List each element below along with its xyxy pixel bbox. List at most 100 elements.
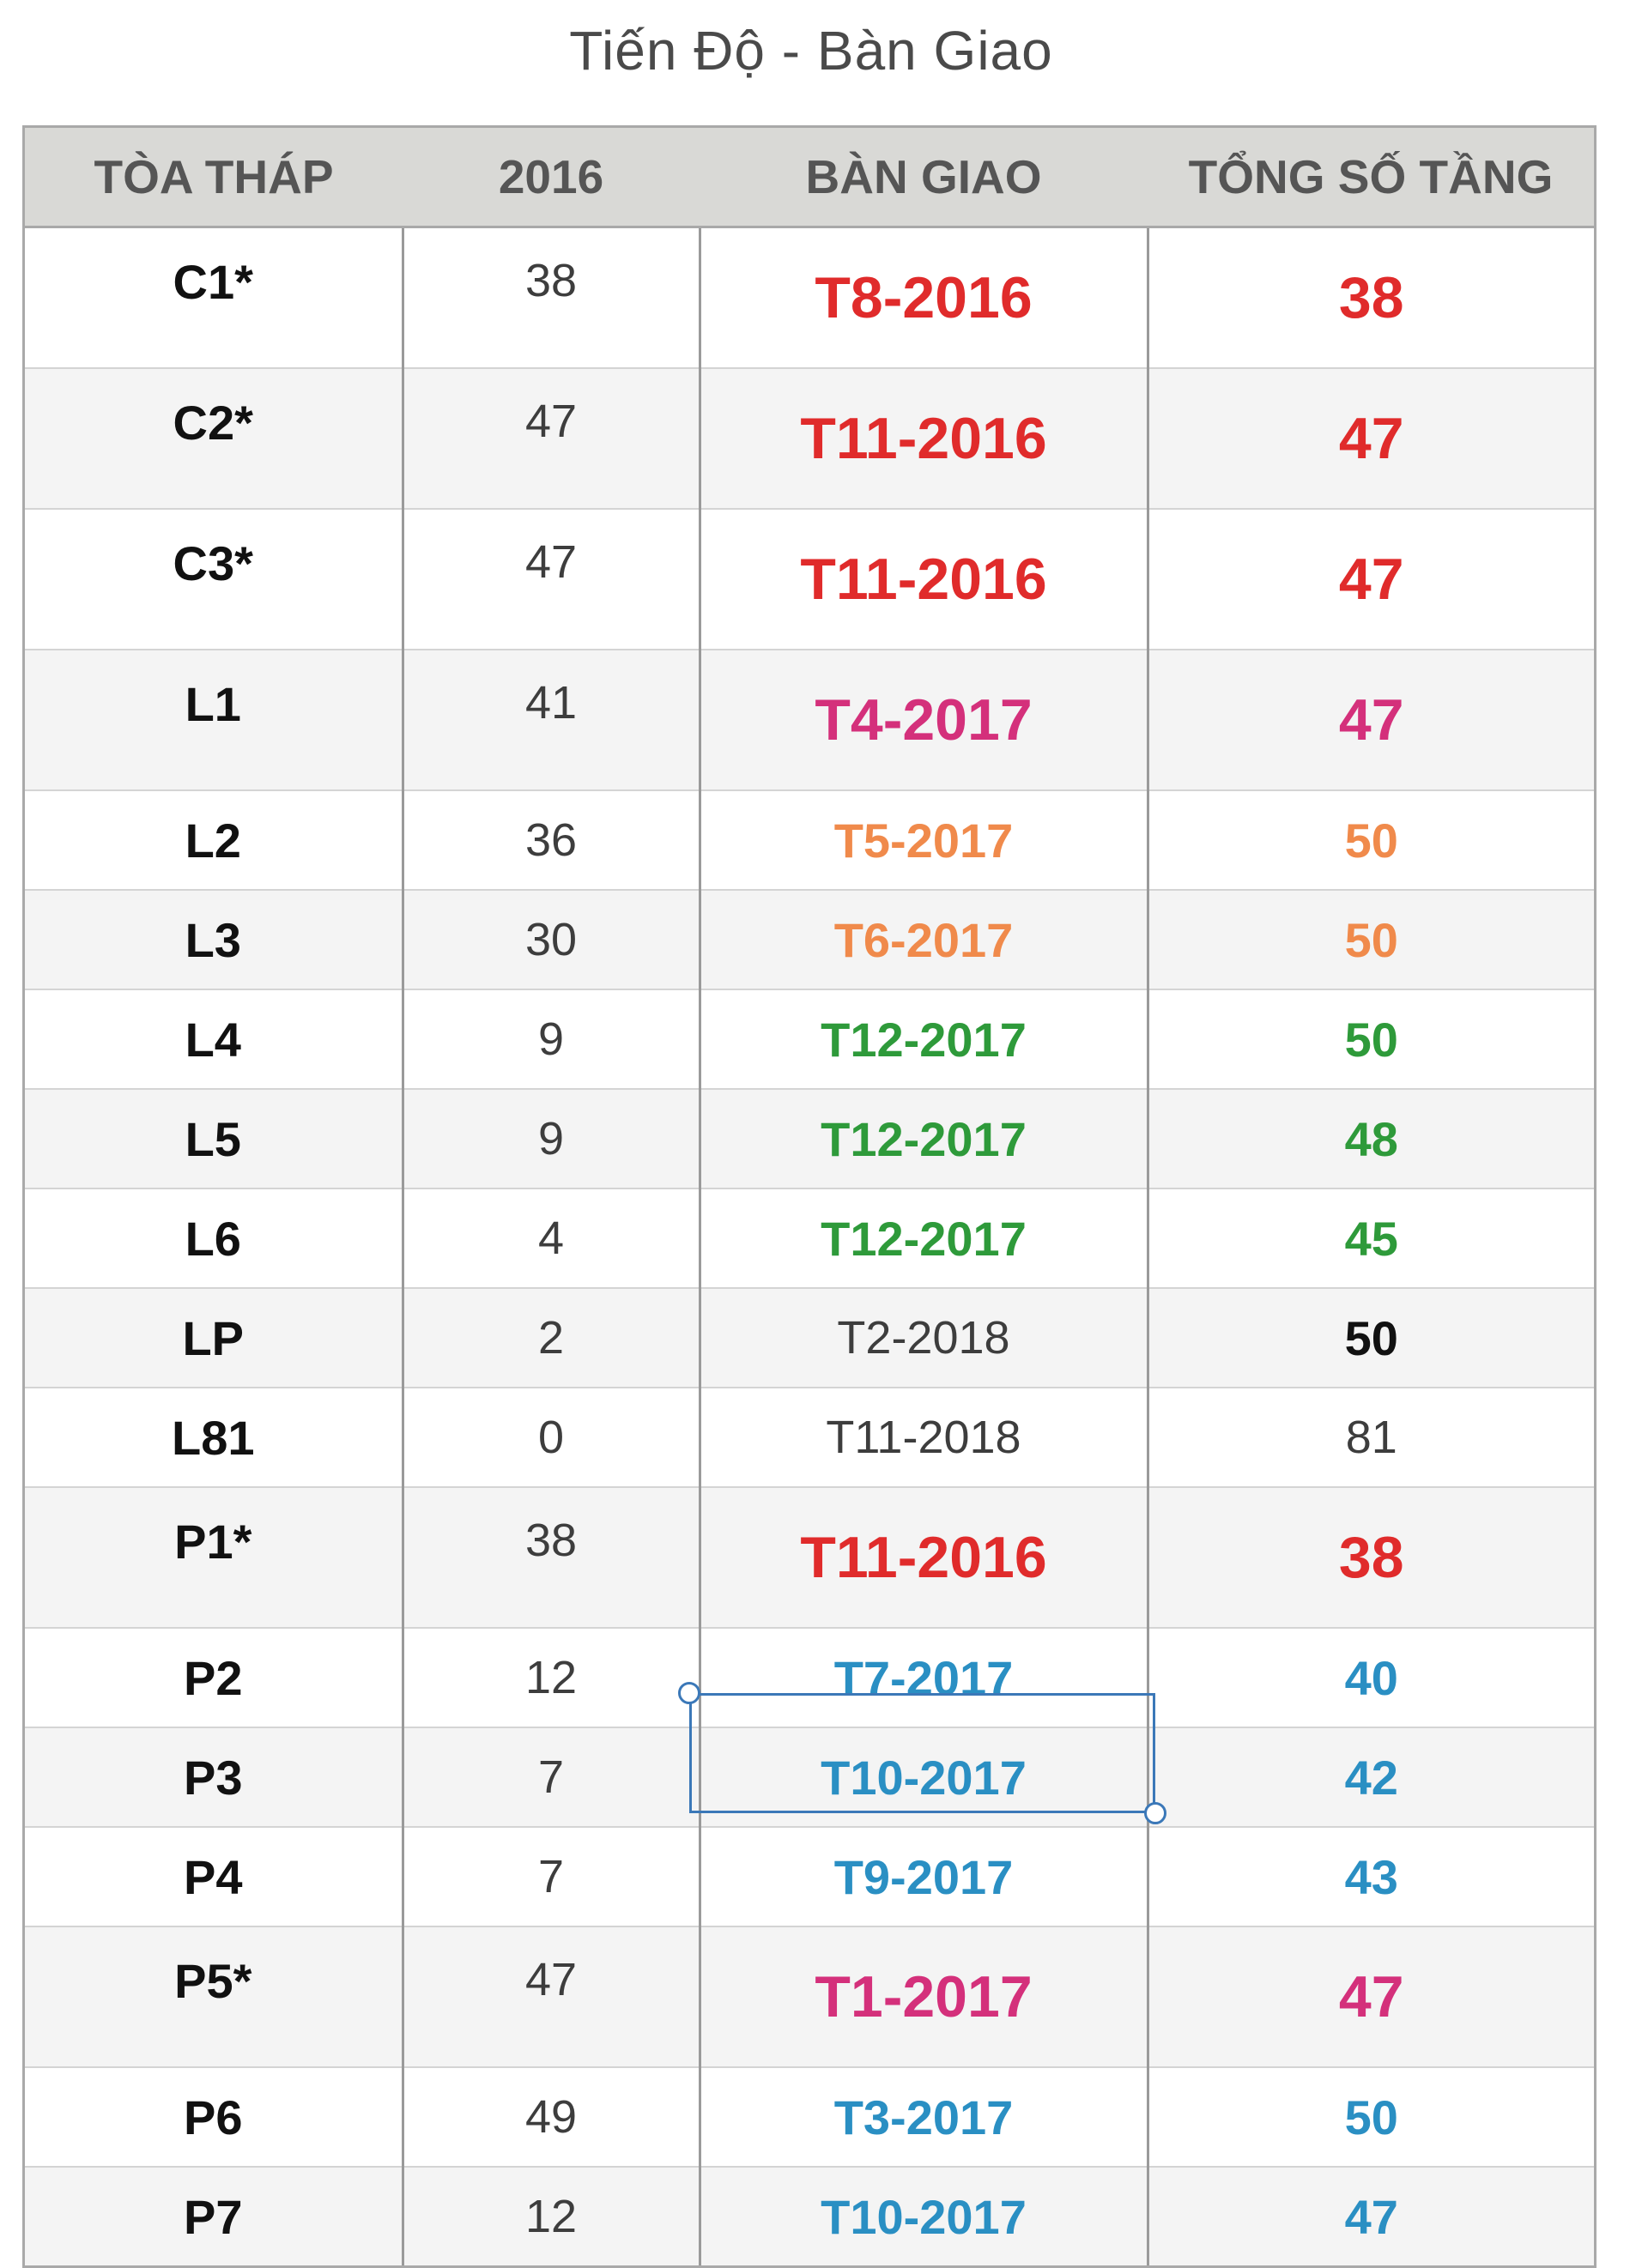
cell-tower[interactable]: L81 <box>25 1388 403 1488</box>
cell-total-floors[interactable]: 38 <box>1146 1487 1594 1629</box>
table-row: P3 7 T10-2017 42 <box>25 1727 1594 1828</box>
cell-2016[interactable]: 9 <box>401 1089 700 1189</box>
cell-tower[interactable]: C2* <box>25 368 403 510</box>
cell-2016[interactable]: 47 <box>401 1926 700 2068</box>
cell-handover[interactable]: T10-2017 <box>698 1727 1148 1828</box>
cell-2016[interactable]: 36 <box>401 790 700 891</box>
selection-handle-top-left[interactable] <box>678 1682 700 1704</box>
cell-handover[interactable]: T3-2017 <box>698 2067 1148 2168</box>
cell-handover[interactable]: T11-2016 <box>698 1487 1148 1629</box>
cell-handover[interactable]: T4-2017 <box>698 650 1148 791</box>
cell-2016[interactable]: 2 <box>401 1288 700 1388</box>
cell-handover[interactable]: T8-2016 <box>698 227 1148 369</box>
table-row: P1* 38 T11-2016 38 <box>25 1487 1594 1629</box>
cell-tower[interactable]: P1* <box>25 1487 403 1629</box>
header-2016[interactable]: 2016 <box>403 128 700 228</box>
cell-tower[interactable]: L6 <box>25 1188 403 1289</box>
cell-handover[interactable]: T9-2017 <box>698 1827 1148 1927</box>
cell-2016[interactable]: 7 <box>401 1727 700 1828</box>
cell-tower[interactable]: L2 <box>25 790 403 891</box>
table-row: L3 30 T6-2017 50 <box>25 890 1594 990</box>
cell-2016[interactable]: 30 <box>401 890 700 990</box>
cell-2016[interactable]: 38 <box>401 1487 700 1629</box>
table-row: P2 12 T7-2017 40 <box>25 1628 1594 1728</box>
cell-tower[interactable]: P5* <box>25 1926 403 2068</box>
cell-handover[interactable]: T10-2017 <box>698 2167 1148 2265</box>
cell-total-floors[interactable]: 43 <box>1146 1827 1594 1927</box>
cell-handover[interactable]: T6-2017 <box>698 890 1148 990</box>
table-row: L5 9 T12-2017 48 <box>25 1089 1594 1189</box>
cell-2016[interactable]: 9 <box>401 989 700 1090</box>
table-row: C1* 38 T8-2016 38 <box>25 227 1594 369</box>
cell-handover[interactable]: T7-2017 <box>698 1628 1148 1728</box>
table-row: P4 7 T9-2017 43 <box>25 1827 1594 1927</box>
cell-handover[interactable]: T12-2017 <box>698 989 1148 1090</box>
cell-tower[interactable]: P3 <box>25 1727 403 1828</box>
cell-tower[interactable]: P4 <box>25 1827 403 1927</box>
cell-tower[interactable]: L4 <box>25 989 403 1090</box>
cell-total-floors[interactable]: 50 <box>1146 890 1594 990</box>
cell-tower[interactable]: LP <box>25 1288 403 1388</box>
header-row: TÒA THÁP 2016 BÀN GIAO TỔNG SỐ TẦNG <box>25 128 1594 228</box>
table-row: C2* 47 T11-2016 47 <box>25 368 1594 510</box>
table-row: C3* 47 T11-2016 47 <box>25 509 1594 650</box>
cell-2016[interactable]: 7 <box>401 1827 700 1927</box>
cell-total-floors[interactable]: 81 <box>1146 1388 1594 1488</box>
cell-2016[interactable]: 38 <box>401 227 700 369</box>
cell-tower[interactable]: P2 <box>25 1628 403 1728</box>
cell-handover[interactable]: T12-2017 <box>698 1089 1148 1189</box>
cell-total-floors[interactable]: 47 <box>1146 650 1594 791</box>
cell-2016[interactable]: 49 <box>401 2067 700 2168</box>
cell-tower[interactable]: L5 <box>25 1089 403 1189</box>
cell-handover[interactable]: T5-2017 <box>698 790 1148 891</box>
page-title: Tiến Độ - Bàn Giao <box>569 20 1053 82</box>
schedule-table: TÒA THÁP 2016 BÀN GIAO TỔNG SỐ TẦNG C1* 3… <box>25 128 1594 2265</box>
cell-handover[interactable]: T2-2018 <box>698 1288 1148 1388</box>
schedule-table-container: TÒA THÁP 2016 BÀN GIAO TỔNG SỐ TẦNG C1* 3… <box>22 125 1596 2268</box>
cell-handover[interactable]: T11-2016 <box>698 509 1148 650</box>
cell-total-floors[interactable]: 42 <box>1146 1727 1594 1828</box>
cell-handover[interactable]: T11-2018 <box>698 1388 1148 1488</box>
cell-total-floors[interactable]: 50 <box>1146 1288 1594 1388</box>
cell-tower[interactable]: L3 <box>25 890 403 990</box>
cell-2016[interactable]: 4 <box>401 1188 700 1289</box>
cell-tower[interactable]: C1* <box>25 227 403 369</box>
table-row: L6 4 T12-2017 45 <box>25 1188 1594 1289</box>
cell-2016[interactable]: 0 <box>401 1388 700 1488</box>
cell-total-floors[interactable]: 50 <box>1146 2067 1594 2168</box>
cell-2016[interactable]: 41 <box>401 650 700 791</box>
cell-total-floors[interactable]: 50 <box>1146 989 1594 1090</box>
cell-total-floors[interactable]: 38 <box>1146 227 1594 369</box>
cell-tower[interactable]: L1 <box>25 650 403 791</box>
cell-total-floors[interactable]: 40 <box>1146 1628 1594 1728</box>
table-row: L1 41 T4-2017 47 <box>25 650 1594 791</box>
header-tower[interactable]: TÒA THÁP <box>25 128 403 228</box>
cell-total-floors[interactable]: 45 <box>1146 1188 1594 1289</box>
table-row: L2 36 T5-2017 50 <box>25 790 1594 891</box>
selection-handle-bottom-right[interactable] <box>1144 1802 1166 1824</box>
table-row: P7 12 T10-2017 47 <box>25 2167 1594 2265</box>
cell-total-floors[interactable]: 47 <box>1146 509 1594 650</box>
cell-tower[interactable]: C3* <box>25 509 403 650</box>
table-row: L4 9 T12-2017 50 <box>25 989 1594 1090</box>
cell-2016[interactable]: 47 <box>401 368 700 510</box>
cell-total-floors[interactable]: 48 <box>1146 1089 1594 1189</box>
cell-handover[interactable]: T12-2017 <box>698 1188 1148 1289</box>
cell-total-floors[interactable]: 50 <box>1146 790 1594 891</box>
table-row: P6 49 T3-2017 50 <box>25 2067 1594 2168</box>
cell-2016[interactable]: 12 <box>401 2167 700 2265</box>
cell-tower[interactable]: P6 <box>25 2067 403 2168</box>
cell-tower[interactable]: P7 <box>25 2167 403 2265</box>
table-row: LP 2 T2-2018 50 <box>25 1288 1594 1388</box>
table-row: L81 0 T11-2018 81 <box>25 1388 1594 1488</box>
cell-total-floors[interactable]: 47 <box>1146 1926 1594 2068</box>
cell-handover[interactable]: T11-2016 <box>698 368 1148 510</box>
cell-total-floors[interactable]: 47 <box>1146 368 1594 510</box>
cell-total-floors[interactable]: 47 <box>1146 2167 1594 2265</box>
table-row: P5* 47 T1-2017 47 <box>25 1926 1594 2068</box>
cell-2016[interactable]: 12 <box>401 1628 700 1728</box>
header-handover[interactable]: BÀN GIAO <box>700 128 1148 228</box>
header-total-floors[interactable]: TỔNG SỐ TẦNG <box>1148 128 1594 228</box>
cell-2016[interactable]: 47 <box>401 509 700 650</box>
cell-handover[interactable]: T1-2017 <box>698 1926 1148 2068</box>
